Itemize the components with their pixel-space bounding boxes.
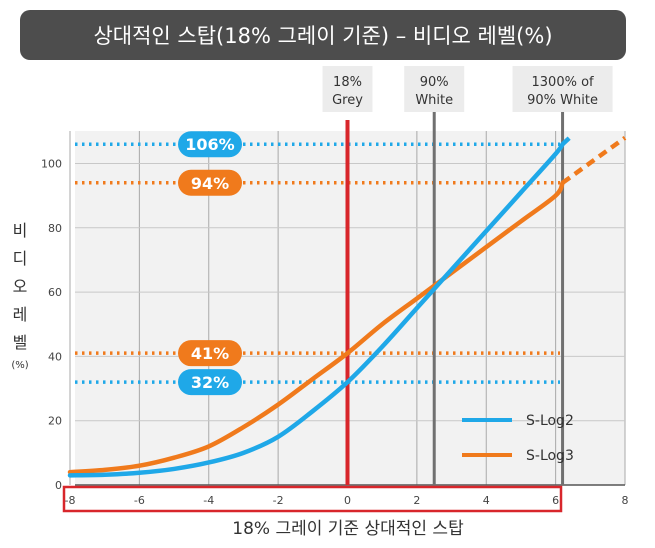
reference-label-line2: Grey bbox=[332, 93, 363, 108]
value-badge-label: 32% bbox=[191, 373, 229, 392]
x-tick-label: 8 bbox=[622, 494, 629, 507]
y-axis-label: 비 디 오 레 벨 (%) bbox=[11, 221, 28, 371]
y-label-char: 비 bbox=[13, 221, 28, 240]
reference-label-line1: 18% bbox=[333, 75, 362, 90]
value-badge bbox=[178, 169, 242, 196]
plot-area bbox=[75, 131, 625, 485]
x-tick-label: -2 bbox=[273, 494, 284, 507]
y-tick-label: 0 bbox=[55, 479, 62, 492]
reference-label-line1: 1300% of bbox=[532, 75, 595, 90]
reference-label-box bbox=[322, 66, 373, 112]
badges: 106% 94% 41% 32% bbox=[178, 131, 242, 396]
value-badge bbox=[178, 131, 242, 158]
reference-label-line1: 90% bbox=[420, 75, 449, 90]
y-label-char: 벨 bbox=[13, 333, 28, 352]
y-tick-label: 60 bbox=[48, 286, 62, 299]
series-extrapolation-slog3 bbox=[561, 135, 627, 185]
series-extrapolation-slog2 bbox=[561, 132, 575, 146]
y-tick-label: 20 bbox=[48, 415, 62, 428]
x-tick-label: 6 bbox=[552, 494, 559, 507]
series-line-slog2 bbox=[67, 141, 565, 478]
top-labels: 18% Grey 90% White 1300% of 90% White bbox=[322, 66, 613, 112]
x-axis-label: 18% 그레이 기준 상대적인 스탑 bbox=[232, 519, 464, 539]
y-label-char: 오 bbox=[13, 277, 28, 296]
y-label-char: 디 bbox=[13, 249, 28, 268]
x-axis-highlight-box bbox=[62, 485, 563, 513]
x-tick-label: 4 bbox=[483, 494, 490, 507]
chart-title: 상대적인 스탑(18% 그레이 기준) – 비디오 레벨(%) bbox=[93, 24, 552, 48]
y-tick-label: 80 bbox=[48, 222, 62, 235]
x-tick-label: 0 bbox=[344, 494, 351, 507]
x-tick-label: -4 bbox=[203, 494, 214, 507]
value-badge-label: 94% bbox=[191, 174, 229, 193]
value-badge bbox=[178, 340, 242, 367]
y-label-unit: (%) bbox=[11, 360, 28, 371]
reference-label-line2: White bbox=[415, 93, 453, 108]
value-badge bbox=[178, 369, 242, 396]
y-tick-label: 40 bbox=[48, 350, 62, 363]
y-tick-label: 100 bbox=[41, 158, 62, 171]
reference-label-box bbox=[512, 66, 613, 112]
legend: S-Log2 S-Log3 bbox=[462, 413, 574, 464]
x-tick-label: -6 bbox=[134, 494, 145, 507]
x-tick-label: 2 bbox=[413, 494, 420, 507]
y-label-char: 레 bbox=[13, 305, 28, 324]
legend-label-slog3: S-Log3 bbox=[526, 448, 574, 464]
legend-label-slog2: S-Log2 bbox=[526, 413, 574, 429]
series bbox=[67, 132, 627, 478]
value-badge-label: 106% bbox=[185, 135, 234, 154]
series-line-slog3 bbox=[67, 180, 565, 475]
title-bar bbox=[20, 10, 626, 60]
reference-label-box bbox=[404, 66, 465, 112]
reference-label-line2: 90% White bbox=[527, 93, 598, 108]
x-tick-label: -8 bbox=[65, 494, 76, 507]
value-badge-label: 41% bbox=[191, 344, 229, 363]
reference-lines bbox=[75, 108, 565, 485]
